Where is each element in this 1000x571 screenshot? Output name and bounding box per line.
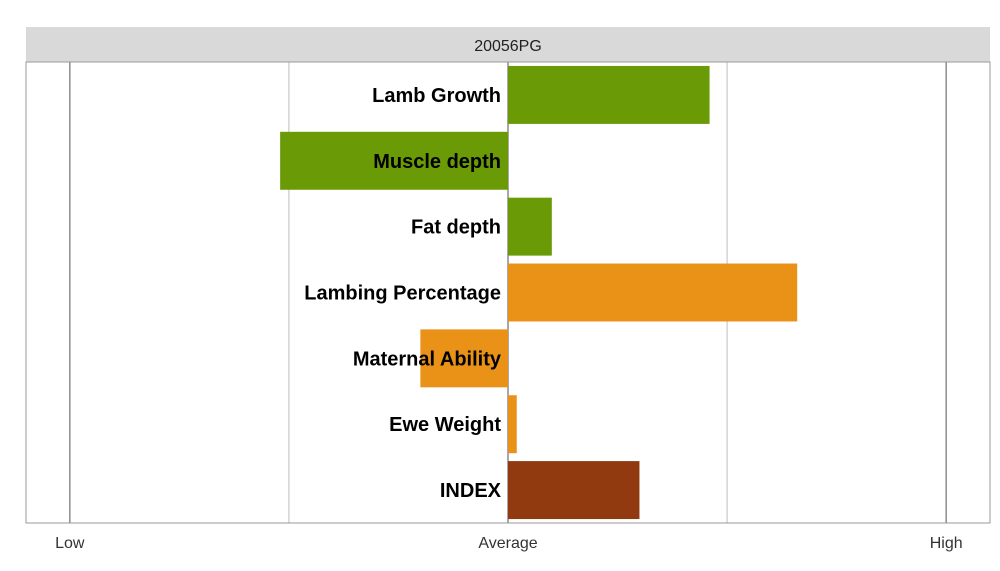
bar-ewe-weight <box>508 395 517 454</box>
bar-muscle-depth <box>280 131 508 190</box>
bar-index <box>508 461 640 520</box>
bar-label-fat-depth: Fat depth <box>411 217 501 239</box>
bar-maternal-ability <box>420 329 508 388</box>
x-tick-label-low: Low <box>55 535 85 552</box>
plot-panel-border <box>25 61 991 524</box>
bar-label-maternal-ability: Maternal Ability <box>353 348 502 370</box>
bar-label-index: INDEX <box>440 480 502 502</box>
x-axis-ticks: Low Average High <box>55 535 962 552</box>
x-tick-label-high: High <box>930 535 963 552</box>
bar-label-ewe-weight: Ewe Weight <box>389 414 501 436</box>
bar-fat-depth <box>508 197 552 256</box>
bar-lamb-growth <box>508 65 710 124</box>
chart-title-strip <box>26 27 990 62</box>
bar-labels: Lamb Growth Muscle depth Fat depth Lambing … <box>304 85 502 502</box>
bar-label-lambing-percentage: Lambing Percentage <box>304 283 501 305</box>
bar-lambing-percentage <box>508 263 798 322</box>
chart-title: 20056PG <box>474 38 542 55</box>
x-tick-label-average: Average <box>478 535 537 552</box>
bar-label-muscle-depth: Muscle depth <box>373 151 501 173</box>
bars <box>280 65 798 520</box>
bar-label-lamb-growth: Lamb Growth <box>372 85 501 107</box>
